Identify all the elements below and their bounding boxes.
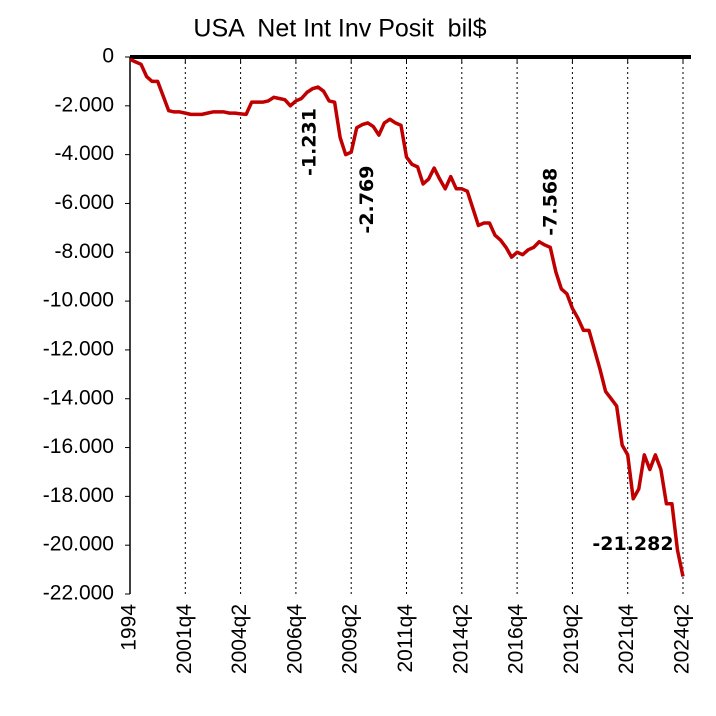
x-tick-label: 2001q4: [173, 604, 196, 674]
x-tick-label: 2021q4: [615, 604, 638, 674]
y-tick-label: -2.000: [54, 93, 114, 116]
data-label: -1.231: [299, 108, 321, 176]
y-tick-label: -10.000: [43, 289, 114, 312]
y-tick-label: -16.000: [43, 435, 114, 458]
y-tick-label: 0: [102, 45, 114, 68]
y-tick-label: -20.000: [43, 533, 114, 556]
x-tick-label: 2009q2: [339, 604, 362, 674]
x-tick-label: 2016q4: [505, 604, 528, 674]
data-label: -2.769: [356, 166, 378, 234]
y-tick-label: -4.000: [54, 142, 114, 165]
y-tick-label: -18.000: [43, 484, 114, 507]
x-tick-label: 2014q2: [449, 604, 472, 674]
y-tick-label: -14.000: [43, 386, 114, 409]
x-tick-label: 2011q4: [394, 604, 417, 673]
x-tick-label: 2004q2: [228, 604, 251, 674]
x-tick-label: 2019q2: [560, 604, 583, 674]
data-line: [129, 57, 685, 577]
x-tick-label: 1994: [118, 604, 141, 651]
y-tick-label: -12.000: [43, 337, 114, 360]
data-label: -21.282: [592, 533, 673, 555]
x-tick-label: 2024q2: [671, 604, 694, 674]
data-label: -7.568: [540, 168, 562, 236]
y-tick-label: -6.000: [54, 191, 114, 214]
chart-title: USA Net Int Inv Posit bil$: [193, 15, 486, 43]
x-tick-label: 2006q4: [283, 604, 306, 674]
y-tick-label: -8.000: [54, 240, 114, 263]
y-tick-label: -22.000: [43, 582, 114, 605]
